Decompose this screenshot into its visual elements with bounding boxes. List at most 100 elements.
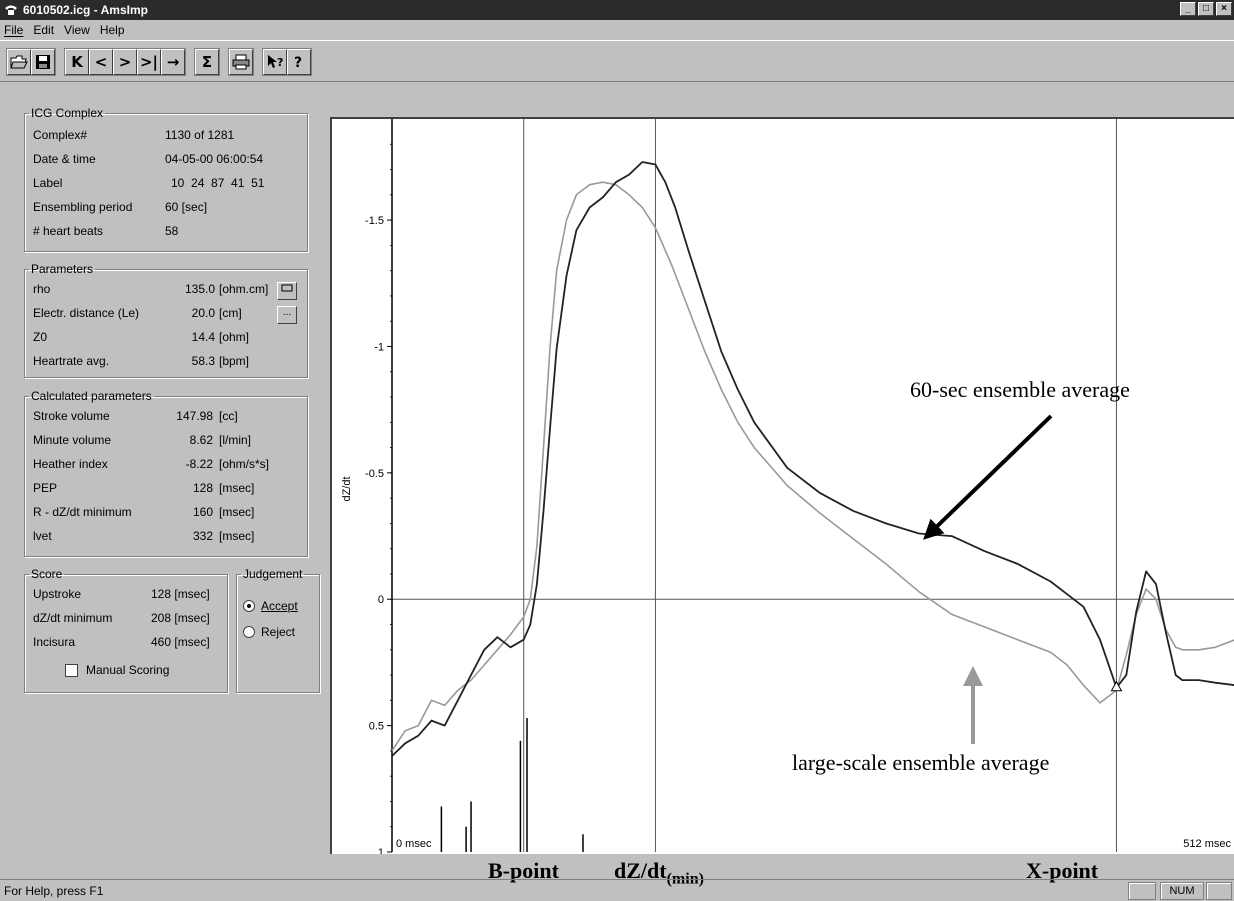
window-controls: _ □ × [1180,2,1232,16]
incisura-value: 460 [msec] [151,635,210,649]
pep-row: PEP 128 [msec] [33,481,255,495]
r-dzdt-minimum-value: 160 [192,505,213,519]
label-row: Label 10 24 87 41 51 [33,176,265,190]
minute-volume-value: 8.62 [189,433,213,447]
toolbar: K < > >| → Σ ? ? [0,40,1234,82]
chart-series [391,161,1234,757]
z0-row: Z0 14.4 [ohm] [33,330,250,344]
status-bar: For Help, press F1 [0,879,1234,901]
lvet-value: 332 [192,529,213,543]
y-tick-label: -1.5 [365,215,384,227]
y-axis-label: dZ/dt [341,476,353,501]
electrode-distance-row: Electr. distance (Le) 20.0 [cm] [33,306,242,320]
annotation-60sec-average: 60-sec ensemble average [910,377,1130,402]
annotation-large-scale-average: large-scale ensemble average [792,750,1049,775]
r-dzdt-minimum-row: R - dZ/dt minimum 160 [msec] [33,505,255,519]
dzdt-minimum-value: 208 [msec] [151,611,210,625]
upstroke-value: 128 [msec] [151,587,210,601]
stroke-volume-value: 147.98 [176,409,213,423]
heart-beats-row: # heart beats 58 [33,224,179,238]
rho-value: 135.0 [184,282,215,296]
series-line [391,181,1234,752]
context-help-icon[interactable]: ? [263,49,287,75]
manual-scoring-checkbox[interactable]: Manual Scoring [65,663,169,677]
help-icon[interactable]: ? [287,49,311,75]
chart-guide-lines [392,119,1234,852]
pep-value: 128 [192,481,213,495]
app-telephone-icon [4,3,18,17]
date-time-row: Date & time 04-05-00 06:00:54 [33,152,264,166]
printer-icon[interactable] [229,49,253,75]
parameters-legend: Parameters [31,262,94,276]
last-complex-button[interactable]: >| [137,49,161,75]
menu-help[interactable]: Help [99,23,125,37]
score-group: Score Upstroke 128 [msec] dZ/dt minimum … [24,567,228,693]
upstroke-row: Upstroke 128 [msec] [33,587,210,601]
y-axis: -1.5 -1 -0.5 0 0.5 1 [365,119,393,854]
icg-complex-legend: ICG Complex [31,106,104,120]
accept-radio[interactable]: Accept [243,599,298,613]
reject-radio-dot[interactable] [243,626,255,638]
lvet-row: lvet 332 [msec] [33,529,255,543]
manual-scoring-box[interactable] [65,663,78,677]
le-edit-button[interactable]: ... [277,306,297,324]
icg-complex-group: ICG Complex Complex# 1130 of 1281 Date &… [24,106,308,252]
ensembling-period-row: Ensembling period 60 [sec] [33,200,208,214]
calculated-parameters-group: Calculated parameters Stroke volume 147.… [24,389,308,557]
judgement-legend: Judgement [243,567,303,581]
dzdt-min-label: dZ/dt(min) [614,858,704,888]
x-point-label: X-point [1026,858,1099,883]
y-tick-label: 0 [378,594,384,606]
heartrate-avg-row: Heartrate avg. 58.3 [bpm] [33,354,250,368]
incisura-row: Incisura 460 [msec] [33,635,210,649]
y-tick-label: -0.5 [365,468,384,480]
minute-volume-row: Minute volume 8.62 [l/min] [33,433,252,447]
close-button[interactable]: × [1216,2,1232,16]
electrode-distance-value: 20.0 [191,306,215,320]
sum-button[interactable]: Σ [195,49,219,75]
y-tick-label: 0.5 [369,721,384,733]
series-line [391,161,1234,757]
rho-row: rho 135.0 [ohm.cm] [33,282,269,296]
y-tick-label: -1 [374,341,384,353]
complex-number-value: 1130 of 1281 [165,128,235,142]
annotation-60sec-arrow [923,414,1053,540]
previous-complex-button[interactable]: < [89,49,113,75]
status-panel-scroll [1206,882,1232,900]
heartrate-avg-value: 58.3 [191,354,215,368]
x-point-triangle-marker [1110,680,1123,692]
icg-plot-area[interactable]: -1.5 -1 -0.5 0 0.5 1 dZ/dt 0 msec 512 msec 60… [330,117,1234,854]
floppy-disk-icon[interactable] [31,49,55,75]
window-title: 6010502.icg - AmsImp [23,3,148,17]
icg-chart[interactable]: -1.5 -1 -0.5 0 0.5 1 dZ/dt 0 msec 512 msec 60… [332,119,1234,854]
y-tick-label: 1 [378,847,384,854]
complex-number-row: Complex# 1130 of 1281 [33,128,235,142]
next-complex-button[interactable]: > [113,49,137,75]
goto-complex-button[interactable]: → [161,49,185,75]
first-complex-button[interactable]: K [65,49,89,75]
score-legend: Score [31,567,63,581]
maximize-button[interactable]: □ [1198,2,1214,16]
calculated-parameters-legend: Calculated parameters [31,389,152,403]
status-help-text: For Help, press F1 [4,883,104,898]
title-bar: 6010502.icg - AmsImp _ □ × [0,0,1234,20]
open-folder-icon[interactable] [7,49,31,75]
ensembling-period-value: 60 [sec] [165,200,208,214]
status-panel-empty [1128,882,1156,900]
menu-edit[interactable]: Edit [33,23,55,37]
heart-beats-value: 58 [165,224,179,238]
reject-radio[interactable]: Reject [243,625,295,639]
heather-index-value: -8.22 [185,457,213,471]
svg-text:?: ? [294,55,302,70]
menu-bar: File Edit View Help [0,20,1234,40]
accept-radio-dot[interactable] [243,600,255,612]
minimize-button[interactable]: _ [1180,2,1196,16]
accept-label: Accept [261,599,298,613]
date-time-value: 04-05-00 06:00:54 [165,152,264,166]
reject-label: Reject [261,625,296,639]
heather-index-row: Heather index -8.22 [ohm/s*s] [33,457,270,471]
menu-file[interactable]: File [4,23,24,37]
manual-scoring-label: Manual Scoring [86,663,170,677]
menu-view[interactable]: View [64,23,90,37]
rho-edit-button[interactable] [277,282,297,300]
